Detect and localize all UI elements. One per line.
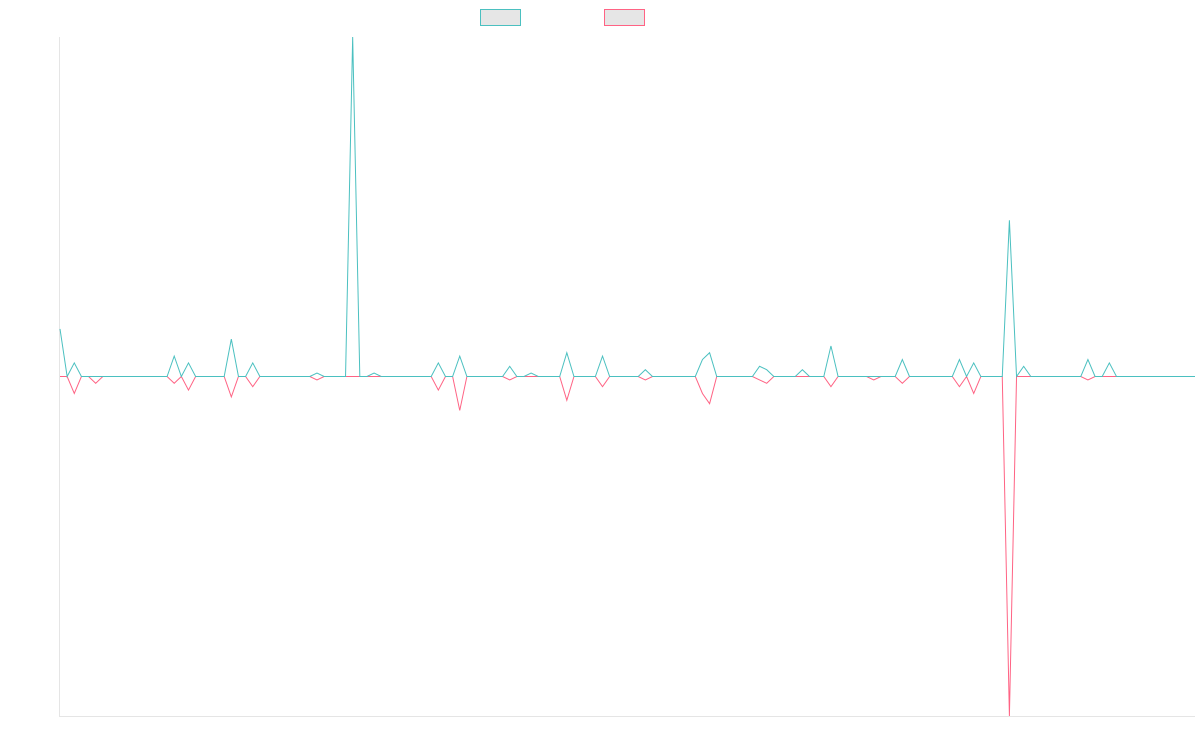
data-line [60,375,1195,717]
legend-swatch [480,9,521,26]
data-line [59,36,1195,379]
legend-swatch [604,9,645,26]
